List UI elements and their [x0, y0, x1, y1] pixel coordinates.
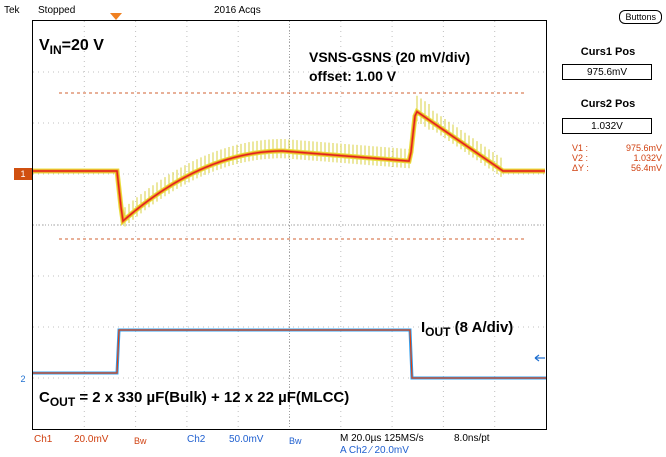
readout-row: V1 : 975.6mV [572, 143, 662, 153]
vin-annotation: VIN=20 V [39, 37, 104, 58]
buttons-button[interactable]: Buttons [619, 10, 662, 24]
readout-label: ΔY : [572, 163, 589, 173]
vsns-annotation: VSNS-GSNS (20 mV/div) [309, 49, 471, 65]
ch1-bandwidth: Bw [134, 436, 147, 446]
readout-row: V2 : 1.032V [572, 153, 662, 163]
trigger-setting[interactable]: A Ch2 ⁄ 20.0mV [340, 445, 409, 456]
sample-interval: 8.0ns/pt [454, 433, 490, 444]
curs2-value[interactable]: 1.032V [562, 118, 652, 134]
channel-1-marker[interactable]: 1 [14, 168, 32, 180]
cout-annotation: COUT = 2 x 330 µF(Bulk) + 12 x 22 µF(MLC… [39, 389, 350, 409]
channel-1-marker-label: 1 [20, 169, 26, 179]
curs2-title: Curs2 Pos [580, 98, 636, 110]
offset-annotation: offset: 1.00 V [309, 68, 397, 84]
cursor-readouts: V1 : 975.6mV V2 : 1.032V ΔY : 56.4mV [572, 143, 662, 173]
top-status-bar: Tek Stopped 2016 Acqs [0, 0, 545, 20]
channel-2-level-arrow-icon[interactable] [534, 354, 545, 362]
curs1-title: Curs1 Pos [580, 46, 636, 58]
ch2-label[interactable]: Ch2 [187, 434, 206, 445]
ch1-scale[interactable]: 20.0mV [74, 434, 109, 445]
channel-2-marker[interactable]: 2 [14, 373, 32, 385]
ch1-label[interactable]: Ch1 [34, 434, 53, 445]
acquisition-count: 2016 Acqs [214, 5, 261, 16]
cursor-side-panel: Buttons Curs1 Pos 975.6mV Curs2 Pos 1.03… [550, 0, 666, 457]
timebase[interactable]: M 20.0µs 125MS/s [340, 433, 424, 444]
bottom-status-bar: Ch1 20.0mV Bw Ch2 50.0mV Bw M 20.0µs 125… [32, 430, 547, 457]
readout-value: 1.032V [633, 153, 662, 163]
brand-label: Tek [4, 5, 20, 16]
readout-label: V1 : [572, 143, 589, 153]
channel-2-marker-label: 2 [20, 374, 26, 384]
readout-label: V2 : [572, 153, 589, 163]
curs1-value[interactable]: 975.6mV [562, 64, 652, 80]
ch2-scale[interactable]: 50.0mV [229, 434, 264, 445]
waveform-display[interactable]: VIN=20 V VSNS-GSNS (20 mV/div) offset: 1… [32, 20, 547, 430]
readout-value: 975.6mV [625, 143, 662, 153]
run-state[interactable]: Stopped [38, 5, 76, 16]
iout-annotation: IOUT (8 A/div) [421, 319, 514, 339]
trigger-position-icon[interactable] [110, 13, 122, 20]
ch2-bandwidth: Bw [289, 436, 302, 446]
grid-lines [33, 21, 546, 429]
graticule [33, 21, 546, 429]
channel-1-trace [33, 110, 545, 223]
channel-1-ripple [124, 95, 502, 227]
channel-2-trace-core [33, 329, 546, 379]
readout-row: ΔY : 56.4mV [572, 163, 662, 173]
readout-value: 56.4mV [630, 163, 662, 173]
